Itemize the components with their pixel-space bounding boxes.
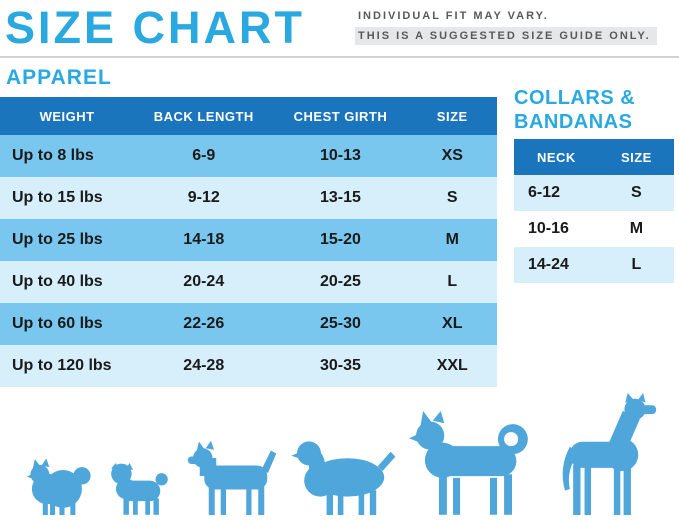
column-header-weight: WEIGHT bbox=[39, 108, 95, 124]
table-cell: 14-18 bbox=[183, 231, 225, 248]
table-cell: XXL bbox=[436, 357, 468, 374]
collars-table-body: 6-12 S 10-16 M 14-24 L bbox=[514, 175, 674, 283]
table-cell: Up to 40 lbs bbox=[12, 273, 103, 290]
table-cell: XL bbox=[442, 315, 463, 332]
table-row: Up to 60 lbs 22-26 25-30 XL bbox=[0, 303, 497, 345]
column-header-collar-size: SIZE bbox=[620, 149, 652, 165]
table-cell: S bbox=[446, 189, 458, 206]
table-cell: 9-12 bbox=[187, 189, 220, 206]
disclaimer-line-1: INDIVIDUAL FIT MAY VARY. bbox=[358, 10, 549, 22]
table-row: Up to 40 lbs 20-24 20-25 L bbox=[0, 261, 497, 303]
table-cell: 15-20 bbox=[319, 231, 361, 248]
table-cell: Up to 25 lbs bbox=[12, 231, 103, 248]
table-row: 14-24 L bbox=[514, 247, 674, 283]
table-cell: 24-28 bbox=[183, 357, 225, 374]
dog-silhouettes-row bbox=[0, 393, 679, 515]
great-dane-icon bbox=[562, 393, 657, 515]
table-cell: 13-15 bbox=[319, 189, 361, 206]
table-cell: 10-13 bbox=[319, 147, 361, 164]
table-cell: M bbox=[629, 220, 644, 237]
table-cell: 20-25 bbox=[319, 273, 361, 290]
apparel-table-header-row: WEIGHT BACK LENGTH CHEST GIRTH SIZE bbox=[0, 97, 497, 135]
collars-heading-line-2: BANDANAS bbox=[514, 111, 633, 133]
table-row: 6-12 S bbox=[514, 175, 674, 211]
table-cell: Up to 8 lbs bbox=[12, 147, 94, 164]
table-cell: 25-30 bbox=[319, 315, 361, 332]
table-cell: L bbox=[447, 273, 458, 290]
apparel-table-body: Up to 8 lbs 6-9 10-13 XS Up to 15 lbs 9-12 13-… bbox=[0, 135, 497, 387]
table-cell: 10-16 bbox=[528, 220, 569, 237]
table-row: Up to 25 lbs 14-18 15-20 M bbox=[0, 219, 497, 261]
column-header-back-length: BACK LENGTH bbox=[153, 108, 254, 124]
table-cell: L bbox=[631, 256, 642, 273]
table-cell: 6-12 bbox=[528, 184, 561, 201]
table-row: Up to 120 lbs 24-28 30-35 XXL bbox=[0, 345, 497, 387]
table-cell: S bbox=[631, 184, 642, 201]
table-cell: 30-35 bbox=[319, 357, 361, 374]
table-row: Up to 15 lbs 9-12 13-15 S bbox=[0, 177, 497, 219]
table-row: Up to 8 lbs 6-9 10-13 XS bbox=[0, 135, 497, 177]
table-cell: 14-24 bbox=[528, 256, 569, 273]
collars-size-table: NECK SIZE 6-12 S 10-16 M 14-24 L bbox=[514, 139, 674, 283]
column-header-chest-girth: CHEST GIRTH bbox=[293, 108, 388, 124]
column-header-size: SIZE bbox=[436, 108, 468, 124]
apparel-size-table: WEIGHT BACK LENGTH CHEST GIRTH SIZE Up t… bbox=[0, 97, 497, 387]
table-cell: 22-26 bbox=[183, 315, 225, 332]
disclaimer-line-2: THIS IS A SUGGESTED SIZE GUIDE ONLY. bbox=[355, 27, 657, 45]
table-cell: Up to 15 lbs bbox=[12, 189, 103, 206]
table-cell: 20-24 bbox=[183, 273, 225, 290]
table-cell: M bbox=[445, 231, 459, 248]
table-row: 10-16 M bbox=[514, 211, 674, 247]
cocker-spaniel-icon bbox=[291, 441, 396, 515]
collars-table-header-row: NECK SIZE bbox=[514, 139, 674, 175]
collars-section-heading: COLLARS & BANDANAS bbox=[514, 86, 635, 134]
collars-heading-line-1: COLLARS & bbox=[514, 87, 636, 109]
table-cell: XS bbox=[441, 147, 463, 164]
table-cell: Up to 120 lbs bbox=[12, 357, 112, 374]
husky-icon bbox=[409, 410, 529, 515]
table-cell: 6-9 bbox=[192, 147, 216, 164]
apparel-section-heading: APPAREL bbox=[6, 66, 112, 89]
header-divider bbox=[0, 56, 679, 58]
pomeranian-icon bbox=[26, 458, 91, 515]
page-title: SIZE CHART bbox=[5, 2, 305, 53]
pug-icon bbox=[110, 462, 168, 515]
table-cell: Up to 60 lbs bbox=[12, 315, 103, 332]
terrier-icon bbox=[187, 440, 276, 515]
disclaimer: INDIVIDUAL FIT MAY VARY. THIS IS A SUGGE… bbox=[355, 10, 657, 50]
column-header-neck: NECK bbox=[536, 149, 576, 165]
